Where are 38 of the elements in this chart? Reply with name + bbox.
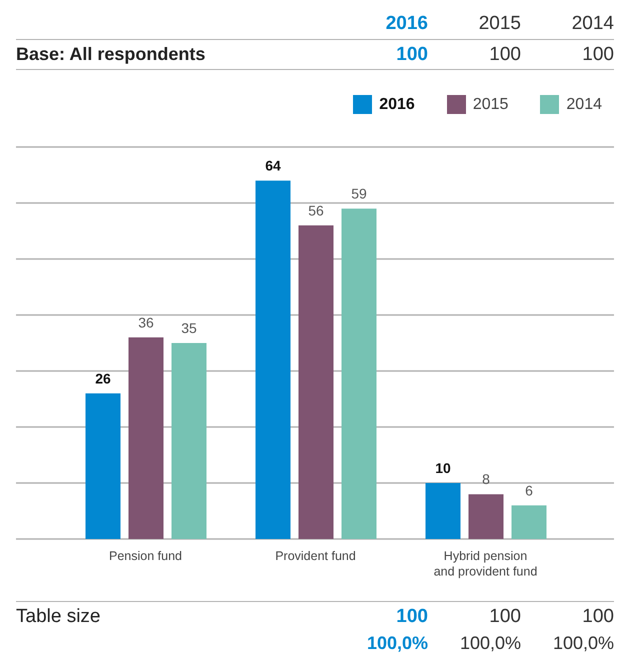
x-tick-label: Provident fund — [275, 548, 356, 563]
data-label: 6 — [525, 482, 534, 498]
text: Base: All respondents — [16, 44, 206, 66]
bar — [128, 337, 164, 539]
x-tick-label: Pension fund — [109, 548, 182, 563]
bar — [426, 483, 460, 539]
bar — [342, 208, 376, 539]
text: 100,0% — [552, 633, 614, 654]
text: 100,0% — [460, 633, 521, 654]
text: Table size — [16, 606, 100, 628]
text: 100 — [582, 606, 614, 627]
x-tick-label: Hybrid pension and provident fund — [434, 548, 538, 578]
data-label: 8 — [482, 471, 490, 488]
bar — [172, 343, 206, 539]
text: 100 — [489, 606, 521, 627]
data-label: 64 — [265, 158, 281, 174]
text: 2016 — [386, 12, 428, 34]
legend-label: 2014 — [566, 96, 602, 114]
data-label: 26 — [95, 370, 111, 386]
text: 100,0% — [366, 633, 428, 654]
bar — [512, 505, 546, 539]
text: 100 — [582, 44, 614, 65]
data-label: 56 — [308, 202, 324, 218]
text: 100 — [395, 606, 428, 628]
text: 2015 — [478, 12, 521, 34]
text: 100 — [489, 44, 521, 65]
data-label: 10 — [435, 460, 451, 476]
data-label: 36 — [138, 314, 154, 330]
legend-label: 2015 — [472, 96, 508, 114]
bar — [298, 225, 334, 539]
bar — [468, 494, 504, 539]
bar — [86, 393, 120, 539]
legend-label: 2016 — [379, 96, 415, 114]
text: 2014 — [572, 12, 614, 34]
bar — [256, 180, 290, 539]
text: 100 — [395, 44, 428, 66]
data-label: 59 — [351, 186, 367, 202]
data-label: 35 — [181, 320, 197, 336]
